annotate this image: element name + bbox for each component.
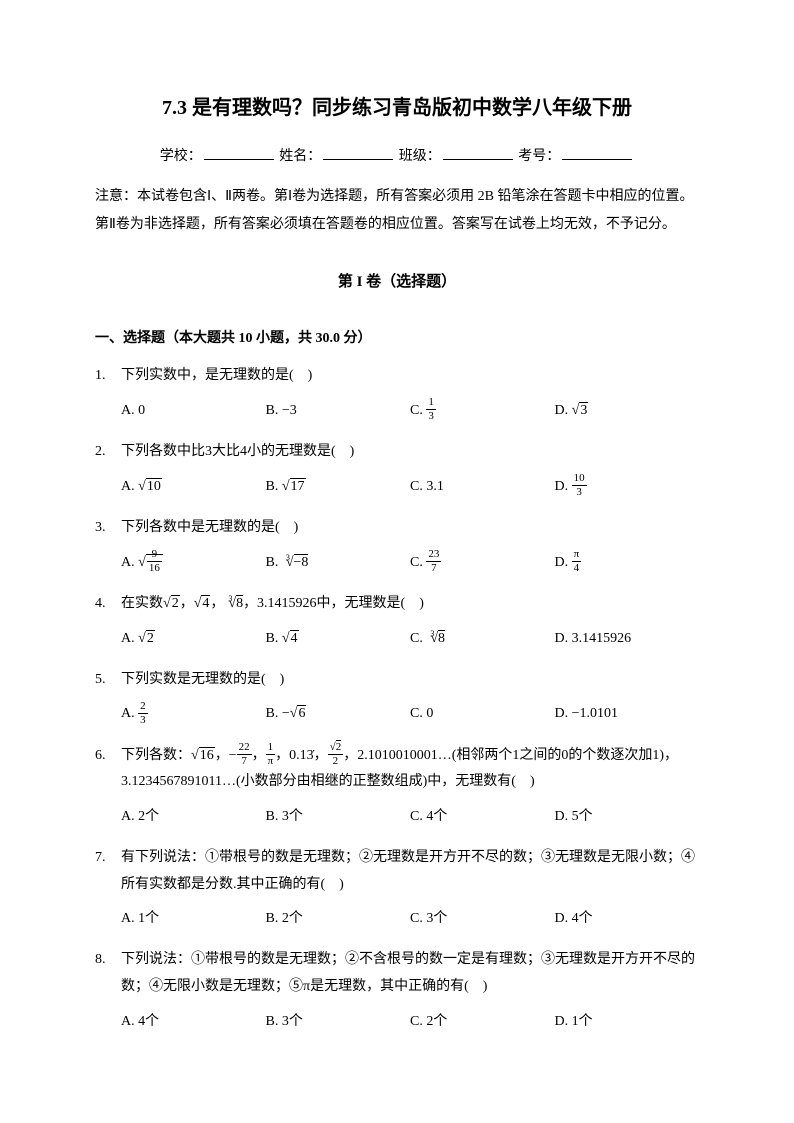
q8-opt-d[interactable]: D. 1个 xyxy=(555,1009,700,1034)
q5-opt-b[interactable]: B. −6 xyxy=(266,701,411,726)
q1-opt-a[interactable]: A. 0 xyxy=(121,398,266,423)
question-8: 8. 下列说法：①带根号的数是无理数；②不含根号的数一定是有理数；③无理数是开方… xyxy=(95,947,699,1039)
q4-opt-b[interactable]: B. 4 xyxy=(266,626,411,651)
q2-opt-b[interactable]: B. 17 xyxy=(266,474,411,499)
q2-options: A. 10 B. 17 C. 3.1 D. 103 xyxy=(121,474,699,499)
qnum: 7. xyxy=(95,845,121,937)
q6-opt-a[interactable]: A. 2个 xyxy=(121,804,266,829)
q5-opt-a[interactable]: A. 23 xyxy=(121,701,266,726)
q7-opt-a[interactable]: A. 1个 xyxy=(121,906,266,931)
q4-options: A. 2 B. 4 C. 3√8 D. 3.1415926 xyxy=(121,626,699,651)
question-1: 1. 下列实数中，是无理数的是( ) A. 0 B. −3 C. 13 D. 3 xyxy=(95,363,699,429)
q3-opt-c[interactable]: C. 237 xyxy=(410,550,555,575)
name-blank[interactable] xyxy=(323,159,393,160)
qnum: 2. xyxy=(95,439,121,505)
q8-opt-c[interactable]: C. 2个 xyxy=(410,1009,555,1034)
q5-opt-c[interactable]: C. 0 xyxy=(410,701,555,726)
q5-text: 下列实数是无理数的是( ) xyxy=(121,667,699,694)
q7-opt-c[interactable]: C. 3个 xyxy=(410,906,555,931)
q1-options: A. 0 B. −3 C. 13 D. 3 xyxy=(121,398,699,423)
page-title: 7.3 是有理数吗？同步练习青岛版初中数学八年级下册 xyxy=(95,90,699,126)
qnum: 1. xyxy=(95,363,121,429)
qnum: 8. xyxy=(95,947,121,1039)
q3-opt-a[interactable]: A. 916 xyxy=(121,550,266,575)
q4-opt-c[interactable]: C. 3√8 xyxy=(410,626,555,651)
question-2: 2. 下列各数中比3大比4小的无理数是( ) A. 10 B. 17 C. 3.… xyxy=(95,439,699,505)
q1-text: 下列实数中，是无理数的是( ) xyxy=(121,363,699,390)
question-3: 3. 下列各数中是无理数的是( ) A. 916 B. 3√−8 C. 237 … xyxy=(95,515,699,581)
q7-text: 有下列说法：①带根号的数是无理数；②无理数是开方开不尽的数；③无理数是无限小数；… xyxy=(121,845,699,898)
q4-text: 在实数2，4，3√8，3.1415926中，无理数是( ) xyxy=(121,591,699,618)
qnum: 3. xyxy=(95,515,121,581)
q8-text: 下列说法：①带根号的数是无理数；②不含根号的数一定是有理数；③无理数是开方开不尽… xyxy=(121,947,699,1000)
q1-opt-b[interactable]: B. −3 xyxy=(266,398,411,423)
question-6: 6. 下列各数：16，−227，1π，0.13̇，√22，2.101001000… xyxy=(95,743,699,835)
q2-opt-a[interactable]: A. 10 xyxy=(121,474,266,499)
notice-text: 注意：本试卷包含Ⅰ、Ⅱ两卷。第Ⅰ卷为选择题，所有答案必须用 2B 铅笔涂在答题卡… xyxy=(95,183,699,239)
q8-opt-a[interactable]: A. 4个 xyxy=(121,1009,266,1034)
section-1-title: 第 I 卷（选择题） xyxy=(95,269,699,296)
question-4: 4. 在实数2，4，3√8，3.1415926中，无理数是( ) A. 2 B.… xyxy=(95,591,699,657)
q4-opt-a[interactable]: A. 2 xyxy=(121,626,266,651)
q1-opt-d[interactable]: D. 3 xyxy=(555,398,700,423)
q6-opt-b[interactable]: B. 3个 xyxy=(266,804,411,829)
school-label: 学校： xyxy=(160,149,202,164)
q5-options: A. 23 B. −6 C. 0 D. −1.0101 xyxy=(121,701,699,726)
q7-options: A. 1个 B. 2个 C. 3个 D. 4个 xyxy=(121,906,699,931)
q2-text: 下列各数中比3大比4小的无理数是( ) xyxy=(121,439,699,466)
q2-opt-c[interactable]: C. 3.1 xyxy=(410,474,555,499)
q6-opt-c[interactable]: C. 4个 xyxy=(410,804,555,829)
name-label: 姓名： xyxy=(279,149,321,164)
student-info: 学校： 姓名： 班级： 考号： xyxy=(95,144,699,169)
q3-opt-b[interactable]: B. 3√−8 xyxy=(266,550,411,575)
examno-blank[interactable] xyxy=(562,159,632,160)
qnum: 4. xyxy=(95,591,121,657)
question-5: 5. 下列实数是无理数的是( ) A. 23 B. −6 C. 0 D. −1.… xyxy=(95,667,699,733)
q6-opt-d[interactable]: D. 5个 xyxy=(555,804,700,829)
q8-opt-b[interactable]: B. 3个 xyxy=(266,1009,411,1034)
class-blank[interactable] xyxy=(443,159,513,160)
question-7: 7. 有下列说法：①带根号的数是无理数；②无理数是开方开不尽的数；③无理数是无限… xyxy=(95,845,699,937)
q3-text: 下列各数中是无理数的是( ) xyxy=(121,515,699,542)
qnum: 6. xyxy=(95,743,121,835)
q3-options: A. 916 B. 3√−8 C. 237 D. π4 xyxy=(121,550,699,575)
q2-opt-d[interactable]: D. 103 xyxy=(555,474,700,499)
part-1-title: 一、选择题（本大题共 10 小题，共 30.0 分） xyxy=(95,326,699,351)
examno-label: 考号： xyxy=(518,149,560,164)
q4-opt-d[interactable]: D. 3.1415926 xyxy=(555,626,700,651)
q8-options: A. 4个 B. 3个 C. 2个 D. 1个 xyxy=(121,1009,699,1034)
q7-opt-d[interactable]: D. 4个 xyxy=(555,906,700,931)
q7-opt-b[interactable]: B. 2个 xyxy=(266,906,411,931)
question-list: 1. 下列实数中，是无理数的是( ) A. 0 B. −3 C. 13 D. 3… xyxy=(95,363,699,1039)
q5-opt-d[interactable]: D. −1.0101 xyxy=(555,701,700,726)
q6-options: A. 2个 B. 3个 C. 4个 D. 5个 xyxy=(121,804,699,829)
q1-opt-c[interactable]: C. 13 xyxy=(410,398,555,423)
school-blank[interactable] xyxy=(204,159,274,160)
q3-opt-d[interactable]: D. π4 xyxy=(555,550,700,575)
q6-text: 下列各数：16，−227，1π，0.13̇，√22，2.1010010001…(… xyxy=(121,743,699,796)
qnum: 5. xyxy=(95,667,121,733)
class-label: 班级： xyxy=(399,149,441,164)
